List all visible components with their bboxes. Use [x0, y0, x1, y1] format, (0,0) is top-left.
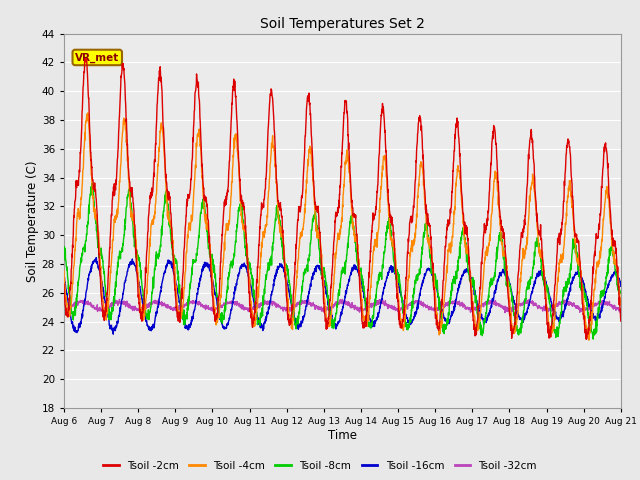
Tsoil -4cm [371, 237, 379, 242]
Tsoil -32cm [568, 301, 576, 307]
Legend: Tsoil -2cm, Tsoil -4cm, Tsoil -8cm, Tsoil -16cm, Tsoil -32cm: Tsoil -2cm, Tsoil -4cm, Tsoil -8cm, Tsoi… [99, 456, 541, 475]
Tsoil -16cm [92, 255, 100, 261]
Line: Tsoil -16cm: Tsoil -16cm [64, 258, 621, 334]
Tsoil -16cm [109, 331, 117, 337]
Tsoil -8cm [584, 307, 591, 313]
Tsoil -2cm [504, 296, 512, 302]
Tsoil -2cm [582, 336, 590, 342]
Tsoil -16cm [359, 284, 367, 289]
Tsoil -4cm [504, 284, 512, 290]
Line: Tsoil -2cm: Tsoil -2cm [64, 59, 621, 339]
Tsoil -2cm [371, 212, 379, 218]
Tsoil -2cm [216, 287, 223, 292]
Tsoil -4cm [60, 268, 68, 274]
Tsoil -32cm [584, 305, 591, 311]
Tsoil -8cm [60, 248, 68, 253]
X-axis label: Time: Time [328, 429, 357, 442]
Tsoil -32cm [505, 307, 513, 313]
Tsoil -2cm [617, 318, 625, 324]
Tsoil -32cm [501, 310, 509, 315]
Tsoil -32cm [617, 307, 625, 312]
Tsoil -32cm [371, 300, 378, 305]
Tsoil -8cm [88, 180, 96, 186]
Tsoil -16cm [371, 318, 379, 324]
Tsoil -2cm [568, 179, 575, 184]
Line: Tsoil -4cm: Tsoil -4cm [64, 113, 621, 340]
Line: Tsoil -8cm: Tsoil -8cm [64, 183, 621, 339]
Tsoil -16cm [617, 283, 625, 289]
Tsoil -4cm [584, 331, 591, 336]
Tsoil -16cm [505, 276, 513, 282]
Tsoil -32cm [378, 296, 385, 302]
Tsoil -8cm [617, 290, 625, 296]
Line: Tsoil -32cm: Tsoil -32cm [64, 299, 621, 312]
Title: Soil Temperatures Set 2: Soil Temperatures Set 2 [260, 17, 425, 31]
Tsoil -2cm [359, 321, 367, 326]
Tsoil -4cm [585, 337, 593, 343]
Tsoil -16cm [216, 316, 223, 322]
Text: VR_met: VR_met [75, 52, 120, 62]
Tsoil -2cm [584, 330, 591, 336]
Tsoil -8cm [568, 253, 575, 259]
Tsoil -8cm [371, 303, 379, 309]
Tsoil -8cm [504, 287, 512, 292]
Tsoil -4cm [359, 307, 367, 312]
Tsoil -32cm [60, 307, 68, 313]
Tsoil -32cm [358, 306, 366, 312]
Tsoil -32cm [216, 304, 223, 310]
Tsoil -4cm [617, 301, 625, 307]
Tsoil -4cm [216, 306, 223, 312]
Tsoil -2cm [60, 281, 68, 287]
Tsoil -16cm [568, 278, 576, 284]
Tsoil -4cm [84, 110, 92, 116]
Y-axis label: Soil Temperature (C): Soil Temperature (C) [26, 160, 39, 282]
Tsoil -2cm [83, 56, 90, 61]
Tsoil -8cm [589, 336, 597, 342]
Tsoil -4cm [568, 197, 575, 203]
Tsoil -16cm [60, 274, 68, 279]
Tsoil -8cm [359, 276, 367, 282]
Tsoil -8cm [216, 315, 223, 321]
Tsoil -16cm [584, 297, 591, 302]
